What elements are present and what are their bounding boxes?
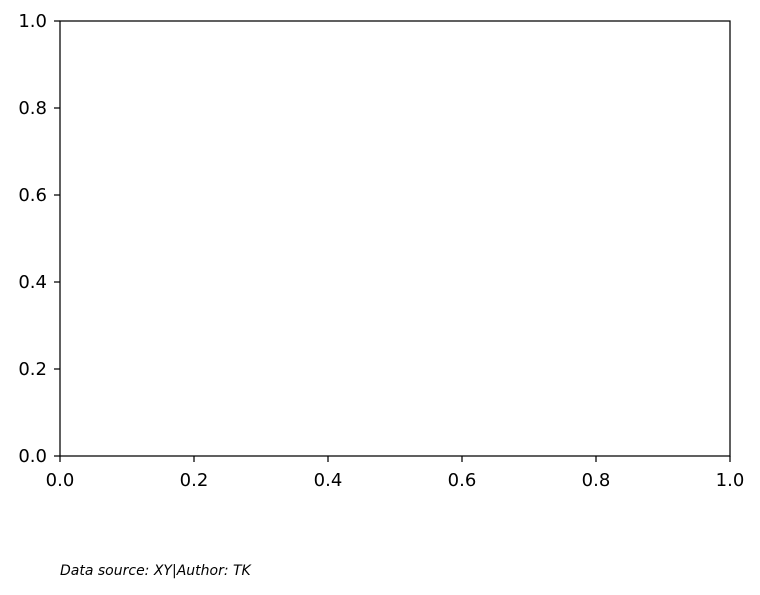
x-tick-label: 0.4 xyxy=(314,470,343,491)
y-tick-label: 0.2 xyxy=(18,359,47,380)
x-tick-label: 0.0 xyxy=(46,470,75,491)
y-tick-label: 0.4 xyxy=(18,272,47,293)
y-tick-label: 1.0 xyxy=(18,11,47,32)
x-tick-label: 0.8 xyxy=(582,470,611,491)
x-tick-label: 0.6 xyxy=(448,470,477,491)
y-tick-label: 0.6 xyxy=(18,185,47,206)
x-tick-label: 0.2 xyxy=(180,470,209,491)
y-tick-label: 0.8 xyxy=(18,98,47,119)
plot-frame xyxy=(59,20,731,457)
plot-area xyxy=(60,21,730,456)
footer-note: Data source: XY|Author: TK xyxy=(60,563,251,579)
y-tick-label: 0.0 xyxy=(18,446,47,467)
ticks-layer: 0.0 0.2 0.4 0.6 0.8 1.0 0.0 0.2 0.4 0.6 0.8 1.0 xyxy=(18,11,744,491)
x-tick-label: 1.0 xyxy=(716,470,745,491)
